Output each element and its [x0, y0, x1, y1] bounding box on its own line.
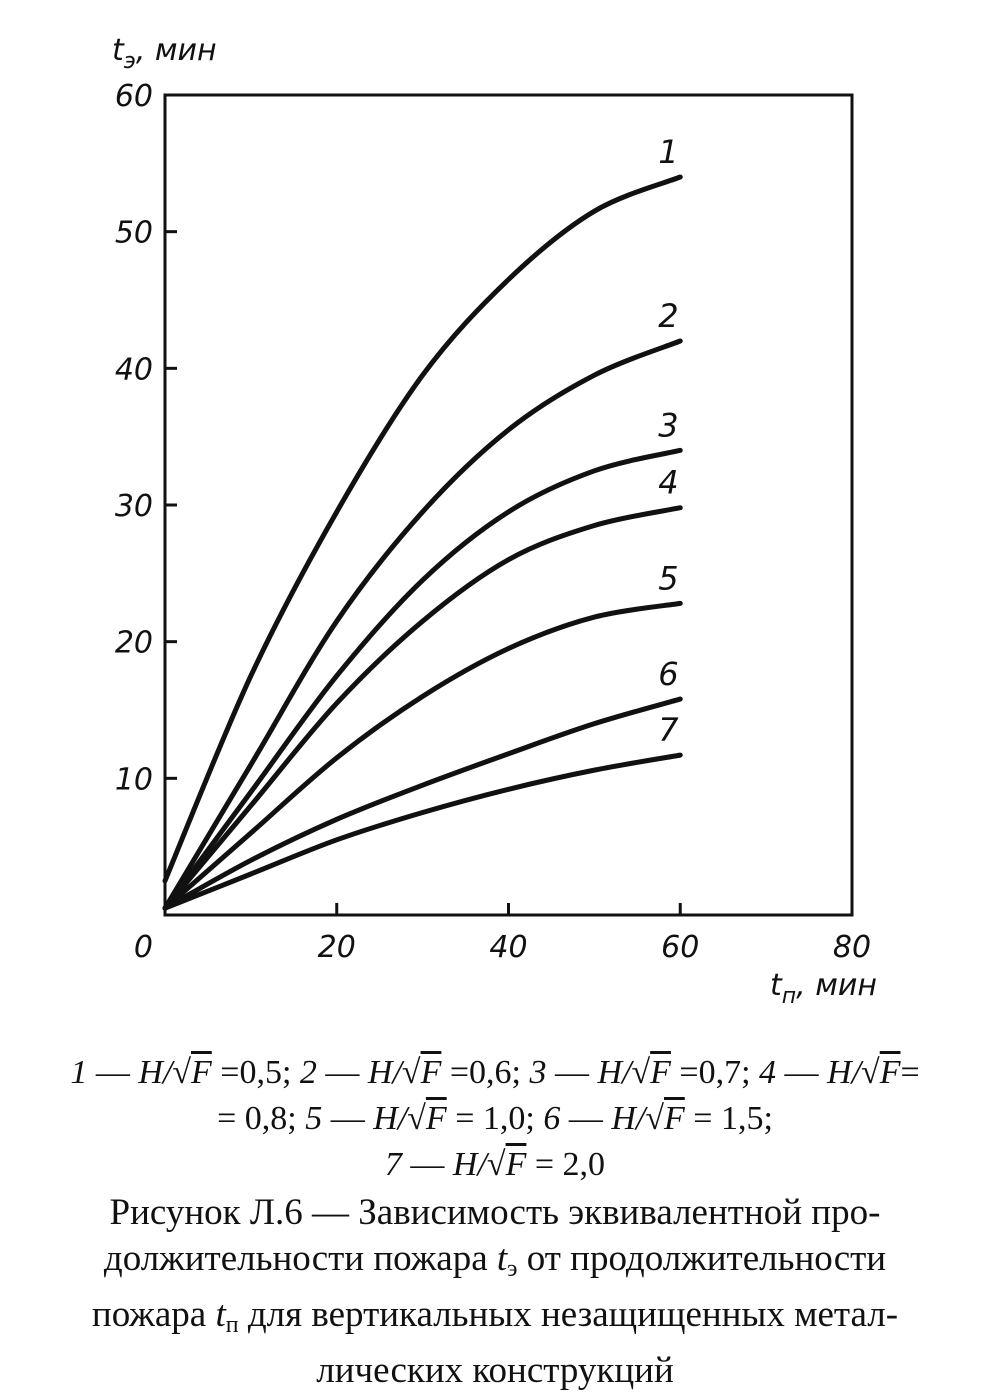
ratio-den: F [425, 1100, 447, 1137]
x-tick-label: 80 [833, 930, 871, 965]
curve-labels: 1 2 3 4 5 6 7 [658, 133, 679, 749]
series-label-6: 6 [658, 655, 678, 693]
ratio-den: F [190, 1054, 212, 1091]
ratio-den: F [879, 1054, 901, 1091]
ratio-den: F [663, 1100, 685, 1137]
caption-text: для вертикальных незащищенных метал- [238, 1294, 899, 1335]
legend-num: 4 [759, 1054, 777, 1091]
legend-dash: — [776, 1054, 828, 1091]
y-tick-label: 40 [115, 352, 153, 387]
ratio-num: H/ [611, 1100, 646, 1137]
caption-line-1: Рисунок Л.6 — Зависимость эквивалентной … [109, 1192, 881, 1233]
legend-num: 6 [543, 1100, 561, 1137]
x-axis-label: tп, мин [770, 968, 877, 1009]
legend-ratio: H/√F [373, 1100, 447, 1137]
legend-dash: — [316, 1054, 368, 1091]
ratio-num: H/ [373, 1100, 408, 1137]
legend-dash: — [560, 1100, 612, 1137]
y-tick-label: 20 [115, 626, 153, 661]
plot-frame [163, 93, 854, 917]
legend-num: 1 [70, 1054, 88, 1091]
y-tick-label: 30 [115, 489, 153, 524]
legend-value: =0,5; [220, 1054, 292, 1091]
legend-ratio: H/√F [138, 1054, 212, 1091]
series-label-3: 3 [658, 406, 678, 444]
series-line-5 [162, 600, 683, 911]
legend-ratio: H/√F [367, 1054, 442, 1091]
legend-dash: — [546, 1054, 598, 1091]
caption-text: от продолжительности [517, 1238, 887, 1279]
y-axis-label: tэ, мин [112, 33, 217, 74]
ratio-num: H/ [138, 1054, 173, 1091]
series-line-3 [162, 447, 683, 911]
caption-text: пожара [91, 1294, 216, 1335]
series-line-2 [162, 338, 683, 911]
caption-line-4: лических конструкций [316, 1350, 674, 1391]
caption-line-2: должительности пожара tэ от продолжитель… [20, 1236, 970, 1292]
ratio-num: H/ [827, 1054, 862, 1091]
x-tick-label: 40 [489, 930, 527, 965]
series-label-4: 4 [658, 464, 678, 502]
curves [162, 174, 683, 911]
ratio-den: F [650, 1054, 671, 1091]
series-label-2: 2 [658, 297, 678, 335]
ratio-num: H/ [367, 1054, 402, 1091]
legend-num: 7 [384, 1146, 402, 1183]
legend-line-1: 1 — H/√F =0,5; 2 — H/√F =0,6; 3 — H/√F =… [20, 1050, 970, 1096]
legend-ratio: H/√F [597, 1054, 671, 1091]
caption-var: t [496, 1238, 508, 1279]
legend-value: =0,7; [679, 1054, 751, 1091]
caption-var: t [215, 1294, 226, 1335]
axis-tick-labels: 10 20 30 40 50 60 0 20 40 60 80 [115, 79, 871, 965]
caption-sub: п [225, 1312, 239, 1338]
figure-caption: Рисунок Л.6 — Зависимость эквивалентной … [20, 1190, 970, 1394]
legend-value: = 1,0; [455, 1100, 535, 1137]
chart: 10 20 30 40 50 60 0 20 40 60 80 1 2 3 4 5 6 7 tэ, мин tп… [112, 33, 877, 1009]
legend-dash: — [322, 1100, 374, 1137]
caption-sub: э [507, 1256, 518, 1282]
x-tick-label: 60 [661, 930, 699, 965]
y-tick-label: 10 [115, 762, 153, 797]
x-tick-label: 20 [318, 930, 356, 965]
y-tick-label: 50 [115, 216, 153, 251]
legend-value: =0,6; [449, 1054, 521, 1091]
axis-ticks [165, 93, 682, 915]
series-label-7: 7 [658, 711, 679, 749]
x-tick-label: 0 [134, 930, 153, 965]
legend-line-3: 7 — H/√F = 2,0 [20, 1142, 970, 1188]
legend-value: = 2,0 [534, 1146, 606, 1183]
legend-line-2: = 0,8; 5 — H/√F = 1,0; 6 — H/√F = 1,5; [20, 1096, 970, 1142]
legend: 1 — H/√F =0,5; 2 — H/√F =0,6; 3 — H/√F =… [20, 1050, 970, 1188]
series-line-4 [162, 505, 683, 911]
legend-value: = 0,8; [217, 1100, 297, 1137]
y-tick-label: 60 [115, 79, 153, 114]
legend-num: 2 [299, 1054, 317, 1091]
legend-value: = [900, 1054, 920, 1091]
legend-dash: — [401, 1146, 453, 1183]
legend-ratio: H/√F [452, 1146, 527, 1183]
caption-text: должительности пожара [103, 1238, 497, 1279]
legend-value: = 1,5; [693, 1100, 773, 1137]
ratio-num: H/ [452, 1146, 487, 1183]
ratio-den: F [420, 1054, 442, 1091]
legend-num: 3 [529, 1054, 547, 1091]
ratio-den: F [505, 1146, 527, 1183]
ratio-num: H/ [597, 1054, 632, 1091]
legend-ratio: H/√F [827, 1054, 901, 1091]
legend-ratio: H/√F [611, 1100, 685, 1137]
series-label-1: 1 [658, 133, 678, 171]
series-line-6 [162, 696, 683, 911]
series-label-5: 5 [658, 559, 678, 597]
legend-num: 5 [305, 1100, 323, 1137]
series-line-7 [162, 752, 683, 911]
series-line-1 [162, 174, 683, 884]
caption-line-3: пожара tп для вертикальных незащищенных … [20, 1292, 970, 1348]
legend-dash: — [87, 1054, 139, 1091]
